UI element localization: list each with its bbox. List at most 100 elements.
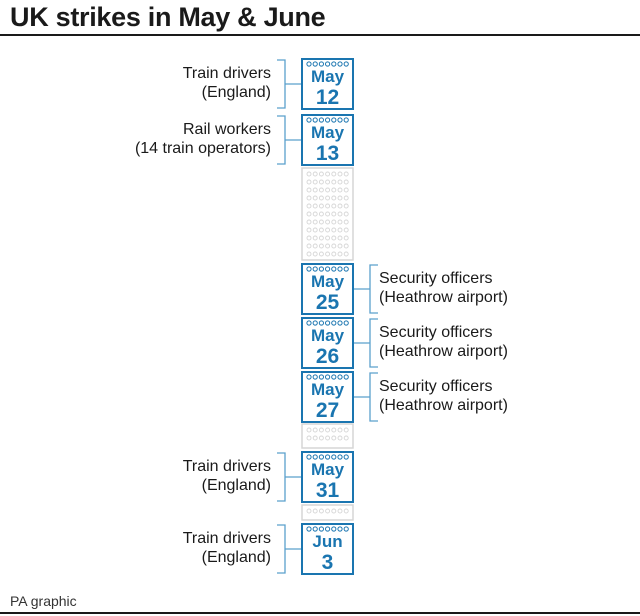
faded-calendar-ring (318, 243, 324, 249)
calendar-ring (331, 320, 337, 326)
calendar-month: May (311, 67, 345, 86)
label-bracket (354, 318, 378, 368)
strike-group: Security officers (379, 270, 493, 287)
calendar-ring (337, 117, 343, 123)
strike-label: Security officers (Heathrow airport) (379, 269, 619, 307)
strike-location: (England) (201, 477, 271, 494)
faded-calendar-ring (331, 219, 337, 225)
calendar-ring (312, 266, 318, 272)
calendar-ring (343, 374, 349, 380)
calendar-day: 13 (316, 142, 339, 165)
faded-calendar-ring (312, 243, 318, 249)
faded-calendar-ring (343, 187, 349, 193)
faded-calendar-ring (318, 187, 324, 193)
calendar-ring (331, 454, 337, 460)
faded-calendar-ring (312, 195, 318, 201)
faded-calendar-ring (312, 219, 318, 225)
calendar-day: 25 (316, 291, 340, 314)
faded-calendar-ring (331, 227, 337, 233)
calendar-ring (343, 266, 349, 272)
faded-calendar-ring (312, 251, 318, 257)
faded-calendar-ring (306, 243, 312, 249)
calendar-icon (301, 523, 354, 575)
faded-calendar-ring (343, 427, 349, 433)
calendar-ring (318, 266, 324, 272)
calendar-day: 26 (316, 345, 339, 368)
faded-calendar-ring (318, 171, 324, 177)
calendar-ring (318, 61, 324, 67)
calendar-icon (301, 451, 354, 503)
calendar-icon (301, 317, 354, 369)
strike-label: Security officers (Heathrow airport) (379, 323, 619, 361)
faded-calendar-ring (331, 179, 337, 185)
calendar-ring (312, 117, 318, 123)
faded-calendar-ring (325, 227, 331, 233)
strike-location: (Heathrow airport) (379, 397, 508, 414)
faded-calendar-column (301, 504, 354, 521)
calendar-ring (331, 61, 337, 67)
faded-calendar-ring (337, 187, 343, 193)
faded-calendar-ring (337, 508, 343, 514)
faded-calendar-ring (325, 235, 331, 241)
calendar-ring (331, 374, 337, 380)
calendar-month: May (311, 123, 345, 142)
faded-calendar-ring (306, 195, 312, 201)
faded-calendar-ring (343, 235, 349, 241)
calendar-icon (301, 371, 354, 423)
faded-calendar-ring (325, 435, 331, 441)
faded-calendar-ring (337, 227, 343, 233)
label-bracket (277, 452, 301, 502)
faded-calendar-ring (306, 179, 312, 185)
strike-group: Security officers (379, 324, 493, 341)
faded-calendar-ring (306, 171, 312, 177)
faded-calendar-ring (325, 195, 331, 201)
faded-calendar-ring (312, 435, 318, 441)
footer-divider (0, 612, 640, 614)
faded-calendar-ring (343, 211, 349, 217)
strike-group: Security officers (379, 378, 493, 395)
calendar-month: May (311, 326, 345, 345)
faded-calendar-ring (343, 203, 349, 209)
calendar-day: 12 (316, 86, 339, 109)
faded-calendar-ring (306, 251, 312, 257)
faded-calendar-ring (312, 227, 318, 233)
faded-calendar-ring (331, 243, 337, 249)
calendar-ring (318, 454, 324, 460)
faded-calendar-ring (343, 227, 349, 233)
faded-calendar-ring (331, 235, 337, 241)
faded-calendar-ring (331, 211, 337, 217)
calendar-ring (306, 61, 312, 67)
faded-calendar-ring (306, 219, 312, 225)
calendar-icon (301, 114, 354, 166)
faded-calendar-ring (331, 171, 337, 177)
faded-calendar-ring (325, 219, 331, 225)
faded-calendar-ring (306, 187, 312, 193)
faded-calendar-ring (306, 235, 312, 241)
faded-calendar-ring (343, 179, 349, 185)
faded-calendar-ring (343, 243, 349, 249)
calendar-ring (325, 61, 331, 67)
faded-calendar-ring (318, 211, 324, 217)
calendar-ring (312, 526, 318, 532)
calendar-ring (337, 374, 343, 380)
calendar-ring (312, 374, 318, 380)
faded-calendar-ring (318, 508, 324, 514)
faded-calendar-ring (312, 203, 318, 209)
faded-calendar-ring (325, 243, 331, 249)
faded-calendar-ring (331, 203, 337, 209)
strike-label: Security officers (Heathrow airport) (379, 377, 619, 415)
faded-calendar-ring (325, 179, 331, 185)
faded-calendar-ring (318, 179, 324, 185)
faded-calendar-ring (337, 171, 343, 177)
calendar-ring (325, 374, 331, 380)
strike-group: Train drivers (182, 458, 271, 475)
faded-calendar-ring (331, 251, 337, 257)
strike-location: (England) (201, 549, 271, 566)
calendar-month: Jun (312, 532, 342, 551)
calendar-month: May (311, 272, 345, 291)
faded-calendar-ring (337, 235, 343, 241)
calendar-ring (306, 266, 312, 272)
strike-location: (England) (201, 84, 271, 101)
calendar-ring (343, 454, 349, 460)
